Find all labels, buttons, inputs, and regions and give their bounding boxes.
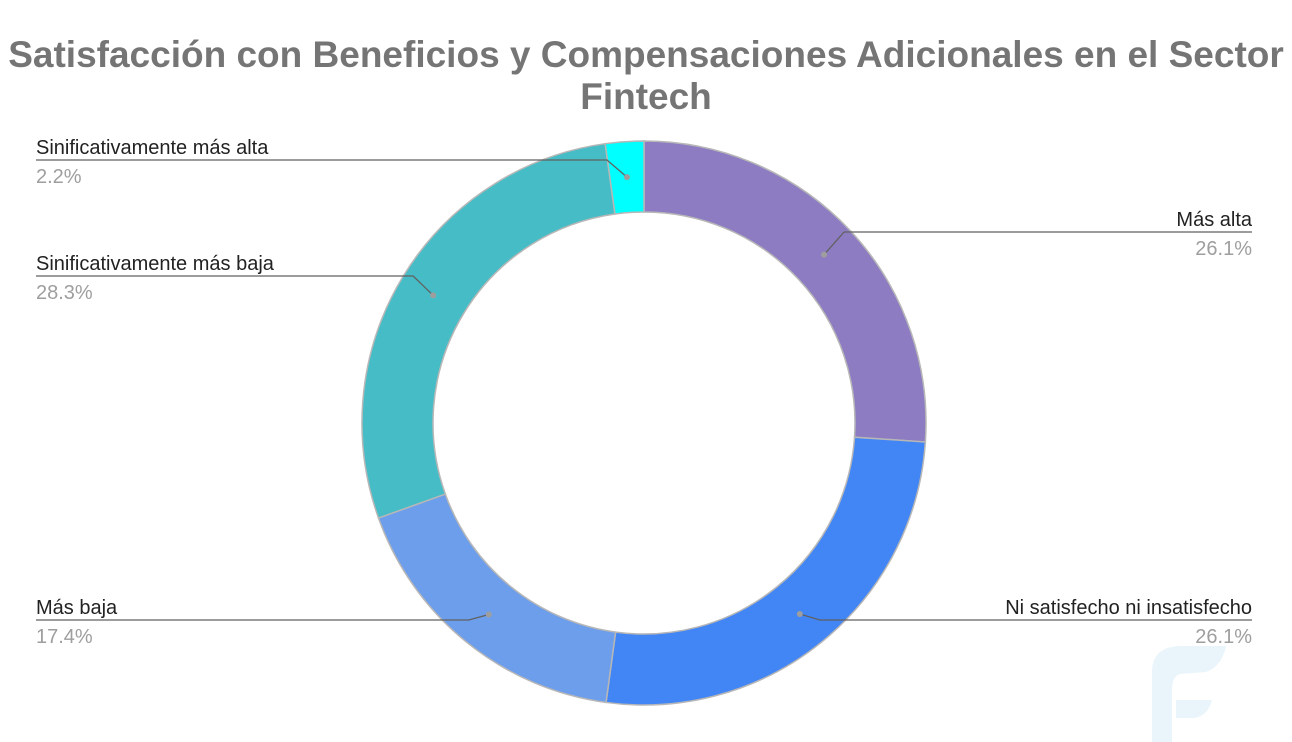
value-sinificativamente-mas-alta: 2.2% <box>36 166 82 188</box>
label-sinificativamente-mas-baja: Sinificativamente más baja <box>36 253 275 275</box>
chart-title: Satisfacción con Beneficios y Compensaci… <box>8 34 1284 117</box>
leader-dot-mas-baja <box>485 611 492 618</box>
slice-mas-alta[interactable] <box>643 140 927 443</box>
label-ni-satisfecho-ni-insatisfecho: Ni satisfecho ni insatisfecho <box>1005 597 1252 619</box>
slice-labels: Más alta 26.1% Ni satisfecho ni insatisfec… <box>36 137 1253 648</box>
slice-sinificativamente-mas-baja[interactable] <box>361 142 616 519</box>
value-sinificativamente-mas-baja: 28.3% <box>36 282 93 304</box>
label-sinificativamente-mas-alta: Sinificativamente más alta <box>36 137 269 159</box>
leader-line-mas-alta <box>823 231 1252 256</box>
leader-line-mas-baja <box>36 613 489 621</box>
leader-line-sinificativamente-mas-alta <box>36 159 628 178</box>
label-mas-alta: Más alta <box>1176 209 1252 231</box>
leader-dot-mas-alta <box>821 251 828 258</box>
leader-line-sinificativamente-mas-baja <box>36 275 434 296</box>
leader-dot-ni-satisfecho-ni-insatisfecho <box>796 611 803 618</box>
value-mas-baja: 17.4% <box>36 626 93 648</box>
leader-dot-sinificativamente-mas-baja <box>430 292 437 299</box>
slice-ni-satisfecho-ni-insatisfecho[interactable] <box>605 436 927 706</box>
donut-slices <box>361 140 927 706</box>
fintech-logo-icon <box>1152 646 1226 742</box>
label-mas-baja: Más baja <box>36 597 118 619</box>
value-ni-satisfecho-ni-insatisfecho: 26.1% <box>1195 626 1252 648</box>
slice-mas-baja[interactable] <box>377 493 617 704</box>
value-mas-alta: 26.1% <box>1195 238 1252 260</box>
leader-dot-sinificativamente-mas-alta <box>623 174 630 181</box>
leader-line-ni-satisfecho-ni-insatisfecho <box>799 613 1252 621</box>
